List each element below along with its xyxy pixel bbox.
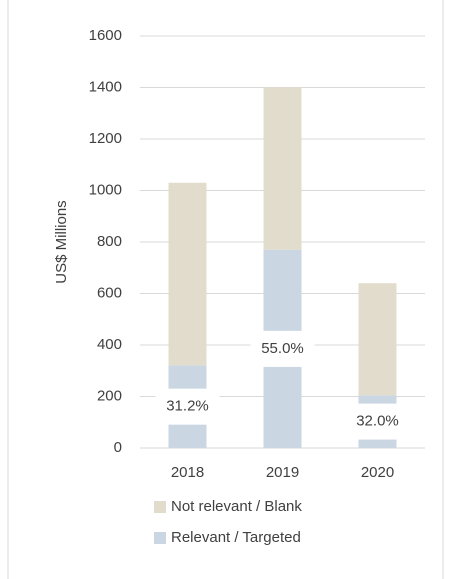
x-tick-label: 2019 xyxy=(266,464,299,481)
y-tick-label: 200 xyxy=(97,387,122,404)
y-tick-label: 600 xyxy=(97,284,122,301)
y-tick-label: 1400 xyxy=(89,78,122,95)
share-label: 55.0% xyxy=(261,340,304,357)
x-tick-label: 2020 xyxy=(361,464,394,481)
legend-swatch xyxy=(154,501,166,513)
legend-label: Not relevant / Blank xyxy=(171,498,302,515)
share-label: 31.2% xyxy=(166,398,209,415)
y-tick-label: 400 xyxy=(97,336,122,353)
y-tick-label: 1000 xyxy=(89,181,122,198)
bar-segment xyxy=(168,182,207,366)
x-tick-label: 2018 xyxy=(171,464,204,481)
legend-swatch xyxy=(154,532,166,544)
y-tick-label: 0 xyxy=(114,439,122,456)
bar-segment xyxy=(358,283,397,396)
share-label-box xyxy=(155,388,220,425)
y-tick-label: 800 xyxy=(97,233,122,250)
share-label-box xyxy=(345,403,410,440)
y-tick-label: 1200 xyxy=(89,130,122,147)
legend-label: Relevant / Targeted xyxy=(171,529,301,546)
y-axis-label: US$ Millions xyxy=(53,200,70,283)
share-label: 32.0% xyxy=(356,413,399,430)
y-tick-label: 1600 xyxy=(89,27,122,44)
bar-segment xyxy=(263,87,302,250)
share-label-box xyxy=(250,330,315,367)
